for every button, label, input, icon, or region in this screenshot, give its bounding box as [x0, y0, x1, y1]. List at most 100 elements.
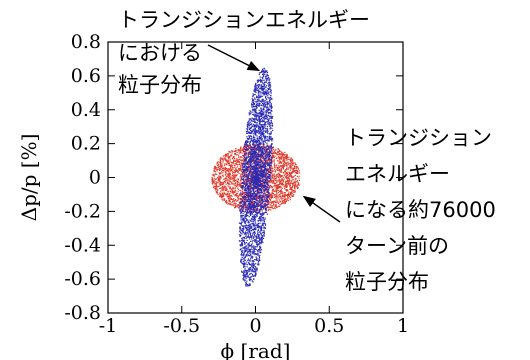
blue-point [271, 161, 273, 163]
blue-point [256, 157, 258, 159]
blue-point [246, 179, 248, 181]
blue-point [259, 191, 261, 194]
blue-point [249, 223, 251, 225]
blue-point [245, 221, 247, 223]
red-point [222, 189, 224, 191]
blue-point [266, 203, 268, 206]
red-point [219, 183, 221, 186]
red-point [212, 180, 214, 182]
red-point [279, 183, 281, 185]
red-point [282, 183, 284, 185]
red-point [245, 171, 247, 173]
blue-point [269, 88, 271, 91]
red-point [271, 170, 273, 173]
blue-point [247, 180, 249, 182]
red-point [294, 167, 296, 169]
blue-point [268, 121, 270, 123]
red-point [226, 188, 228, 190]
red-point [227, 154, 229, 156]
red-point [239, 189, 241, 191]
red-point [254, 187, 256, 190]
red-point [266, 180, 269, 182]
blue-point [264, 184, 267, 187]
blue-point [247, 220, 249, 222]
blue-point [262, 104, 265, 106]
red-point [234, 183, 236, 185]
blue-point [250, 190, 253, 192]
blue-point [260, 172, 262, 175]
blue-point [250, 258, 252, 260]
blue-point [249, 118, 251, 120]
red-point [216, 173, 218, 175]
red-point [235, 186, 237, 188]
red-point [241, 196, 244, 199]
blue-point [253, 224, 255, 226]
red-point [213, 179, 215, 181]
blue-point [261, 136, 263, 138]
red-point [281, 195, 283, 197]
blue-point [252, 228, 254, 230]
red-point [235, 179, 237, 181]
red-point [284, 182, 286, 184]
red-point [271, 205, 273, 207]
red-point [284, 198, 287, 201]
blue-point [264, 87, 266, 89]
red-point [221, 169, 223, 171]
red-point [259, 153, 261, 155]
blue-point [254, 234, 256, 237]
blue-point [252, 217, 254, 219]
blue-point [251, 156, 253, 158]
blue-point [264, 86, 266, 88]
blue-point [251, 192, 254, 195]
red-point [225, 167, 227, 169]
blue-point [250, 240, 252, 242]
blue-point [259, 201, 261, 203]
red-point [286, 195, 288, 197]
red-point [268, 163, 271, 165]
red-point [216, 192, 218, 194]
red-point [296, 187, 299, 190]
blue-point [256, 202, 258, 204]
red-point [231, 183, 233, 185]
blue-point [262, 90, 264, 92]
blue-point [266, 101, 268, 103]
blue-point [253, 179, 255, 181]
blue-point [256, 115, 259, 117]
red-point [223, 155, 225, 157]
red-point [247, 196, 249, 198]
blue-point [252, 264, 254, 266]
blue-point [252, 163, 254, 165]
red-point [227, 174, 229, 176]
blue-point [263, 126, 265, 128]
blue-point [256, 126, 258, 128]
red-point [227, 168, 229, 171]
blue-point [254, 193, 256, 195]
red-point [281, 170, 283, 172]
blue-point [250, 253, 252, 256]
red-point [225, 169, 227, 171]
blue-point [263, 115, 265, 117]
red-point [280, 153, 282, 155]
blue-point [264, 126, 266, 128]
blue-point [241, 225, 243, 227]
red-point [261, 177, 263, 179]
blue-point [247, 254, 249, 256]
red-point [286, 186, 288, 188]
red-point [270, 209, 272, 211]
red-point [268, 208, 270, 210]
red-point [262, 145, 264, 147]
blue-point [257, 96, 259, 98]
red-point [282, 202, 284, 204]
blue-point [258, 258, 260, 260]
red-point [283, 154, 285, 156]
blue-point [259, 225, 261, 228]
red-point [212, 183, 214, 185]
blue-point [249, 160, 251, 162]
red-point [243, 146, 245, 148]
blue-point [268, 154, 270, 156]
red-point [226, 182, 228, 184]
red-point [284, 156, 287, 158]
blue-point [253, 234, 255, 236]
red-point [244, 150, 246, 152]
blue-point [264, 152, 266, 154]
